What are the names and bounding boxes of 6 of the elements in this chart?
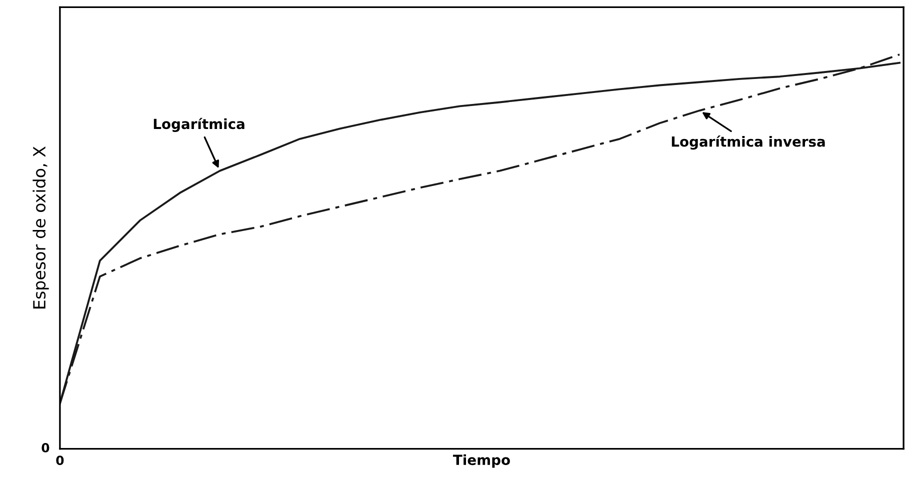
x-axis-title: Tiempo — [453, 454, 510, 468]
series-label: Logarítmica inversa — [672, 136, 825, 150]
text: 0 — [42, 442, 50, 452]
text: 0 — [56, 456, 64, 466]
series-label: Logarítmica — [154, 118, 244, 132]
y-axis-title: Espesor de oxido, X — [32, 146, 49, 308]
